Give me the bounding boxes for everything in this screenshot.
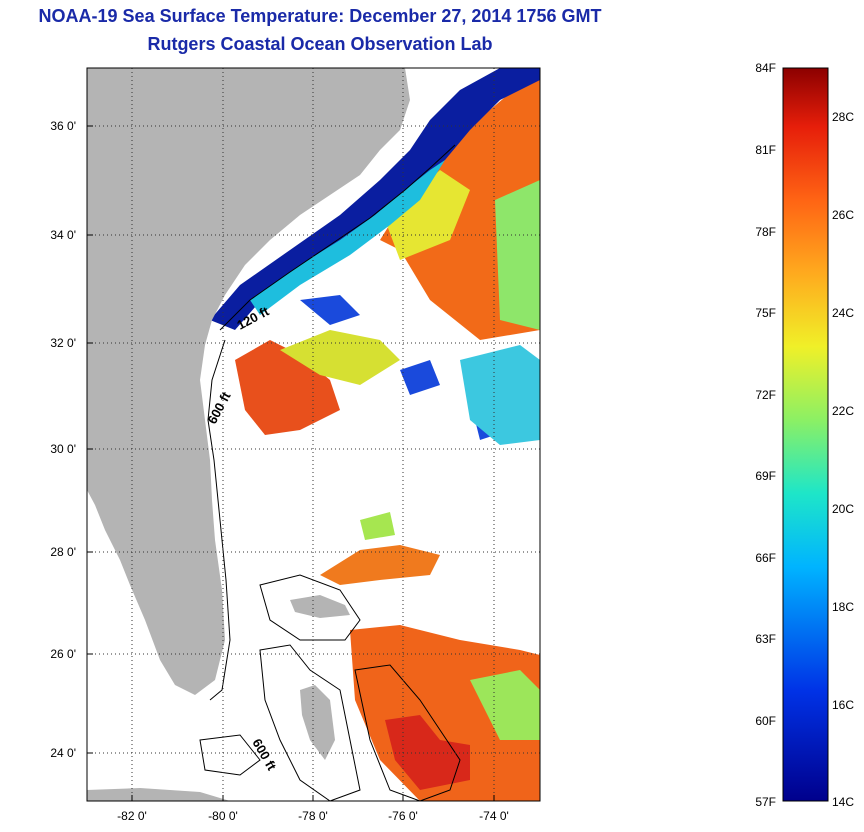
colorbar-f-label: 75F — [755, 306, 776, 320]
colorbar-f-label: 63F — [755, 632, 776, 646]
lat-label: 30 0' — [50, 442, 76, 456]
land-cuba-edge — [87, 788, 230, 801]
sst-yellow-patch-north — [280, 330, 400, 385]
colorbar-c-label: 14C — [832, 795, 854, 809]
colorbar-f-label: 60F — [755, 714, 776, 728]
colorbar-c-label: 20C — [832, 502, 854, 516]
colorbar-fahrenheit-labels: 84F 81F 78F 75F 72F 69F 66F 63F 60F 57F — [755, 61, 776, 809]
colorbar-celsius-labels: 28C 26C 24C 22C 20C 18C 16C 14C — [832, 110, 854, 809]
colorbar-f-label: 84F — [755, 61, 776, 75]
lon-label: -76 0' — [388, 809, 418, 823]
sst-green-offshore — [495, 180, 540, 330]
colorbar-c-label: 22C — [832, 404, 854, 418]
lon-label: -82 0' — [117, 809, 147, 823]
lat-label: 24 0' — [50, 746, 76, 760]
colorbar-c-label: 16C — [832, 698, 854, 712]
colorbar — [782, 67, 829, 802]
contour-bahamas — [199, 574, 461, 801]
lat-label: 36 0' — [50, 119, 76, 133]
land-bahamas-grand — [290, 595, 350, 618]
colorbar-f-label: 78F — [755, 225, 776, 239]
sst-patch-28n — [320, 545, 440, 585]
colorbar-f-label: 66F — [755, 551, 776, 565]
land-bahamas-andros — [300, 685, 335, 760]
sst-cold-shelf — [210, 68, 540, 330]
colorbar-f-label: 81F — [755, 143, 776, 157]
colorbar-c-label: 28C — [832, 110, 854, 124]
sst-patch-28n-green — [360, 512, 395, 540]
sst-cyan-east — [460, 345, 540, 445]
land-us-southeast — [87, 68, 410, 695]
lat-label: 34 0' — [50, 228, 76, 242]
colorbar-c-label: 18C — [832, 600, 854, 614]
contour-600ft — [207, 339, 231, 701]
latitude-axis: 36 0' 34 0' 32 0' 30 0' 28 0' 26 0' 24 0… — [50, 119, 93, 760]
colorbar-c-label: 26C — [832, 208, 854, 222]
lon-label: -74 0' — [479, 809, 509, 823]
colorbar-f-label: 57F — [755, 795, 776, 809]
lat-label: 26 0' — [50, 647, 76, 661]
sst-green-bahamas — [470, 670, 540, 740]
sst-mid-shelf — [250, 160, 445, 315]
map-subtitle: Rutgers Coastal Ocean Observation Lab — [147, 34, 493, 54]
lat-label: 28 0' — [50, 545, 76, 559]
colorbar-f-label: 72F — [755, 388, 776, 402]
map-title: NOAA-19 Sea Surface Temperature: Decembe… — [38, 6, 602, 26]
colorbar-c-label: 24C — [832, 306, 854, 320]
colorbar-f-label: 69F — [755, 469, 776, 483]
lon-label: -78 0' — [298, 809, 328, 823]
sst-yellow-band — [385, 170, 470, 260]
longitude-axis: -82 0' -80 0' -78 0' -76 0' -74 0' — [117, 795, 509, 823]
lon-label: -80 0' — [208, 809, 238, 823]
contour-120ft — [219, 144, 456, 331]
lat-label: 32 0' — [50, 336, 76, 350]
sst-warm-patch-north — [235, 340, 340, 435]
